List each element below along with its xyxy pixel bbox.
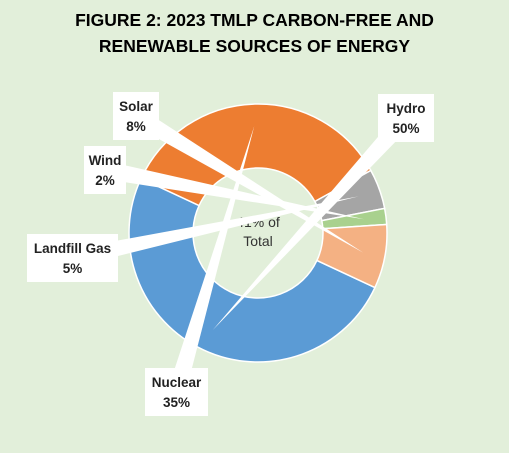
center-label-line-2: Total xyxy=(243,233,273,249)
callout-pointer xyxy=(103,161,365,220)
callout-pointer xyxy=(131,108,364,253)
callout-landfill-gas: Landfill Gas 5% xyxy=(27,196,359,282)
donut-slices xyxy=(128,103,388,363)
chart-title-line-1: FIGURE 2: 2023 TMLP CARBON-FREE AND xyxy=(75,10,434,30)
category-label: Nuclear xyxy=(152,375,202,390)
callout-box xyxy=(84,146,126,194)
callout-box xyxy=(145,368,208,416)
value-label: 5% xyxy=(63,261,83,276)
chart-title-line-2: RENEWABLE SOURCES OF ENERGY xyxy=(99,36,410,56)
callout-box xyxy=(27,234,118,282)
value-label: 35% xyxy=(163,395,190,410)
category-label: Solar xyxy=(119,99,154,114)
callout-wind: Wind 2% xyxy=(84,146,365,220)
callout-box xyxy=(378,94,434,142)
value-label: 2% xyxy=(95,173,115,188)
category-label: Hydro xyxy=(386,101,425,116)
category-label: Wind xyxy=(89,153,122,168)
slice-solar xyxy=(315,223,388,289)
slice-hydro xyxy=(128,177,376,363)
callout-box xyxy=(113,92,159,140)
category-label: Landfill Gas xyxy=(34,241,111,256)
callout-pointer xyxy=(70,196,359,267)
callout-solar: Solar 8% xyxy=(113,92,364,253)
value-label: 50% xyxy=(392,121,419,136)
value-label: 8% xyxy=(126,119,146,134)
